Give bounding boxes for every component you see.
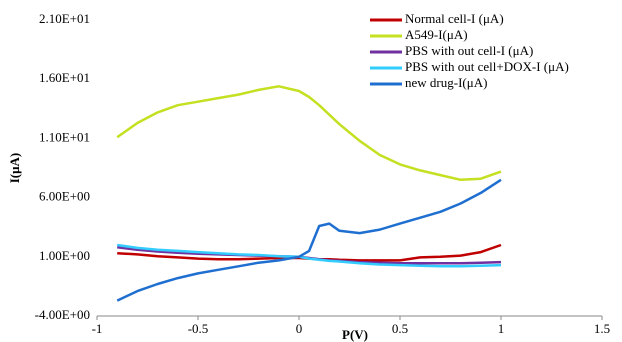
legend-label: PBS with out cell-I (μA) <box>405 43 533 58</box>
y-tick-label: 1.00E+00 <box>39 248 90 263</box>
y-tick-label: -4.00E+00 <box>35 307 90 322</box>
y-tick-label: 2.10E+01 <box>39 11 90 26</box>
y-tick-label: 1.60E+01 <box>39 70 90 85</box>
x-tick-label: 1 <box>498 321 505 336</box>
legend-label: Normal cell-I (μA) <box>405 11 504 26</box>
legend-label: PBS with out cell+DOX-I (μA) <box>405 59 569 74</box>
legend-label: A549-I(μA) <box>405 27 468 42</box>
x-tick-label: 0 <box>296 321 303 336</box>
series-line <box>117 243 502 268</box>
x-tick-label: -0.5 <box>188 321 209 336</box>
legend-label: new drug-I(μA) <box>405 75 487 90</box>
series-line <box>116 178 502 302</box>
x-axis-title: P(V) <box>342 327 368 342</box>
y-tick-label: 6.00E+00 <box>39 189 90 204</box>
series-line <box>116 85 502 182</box>
x-tick-label: 0.5 <box>392 321 408 336</box>
y-axis-title: I(μA) <box>7 153 22 183</box>
x-tick-label: 1.5 <box>594 321 610 336</box>
x-tick-label: -1 <box>92 321 103 336</box>
y-tick-label: 1.10E+01 <box>39 129 90 144</box>
